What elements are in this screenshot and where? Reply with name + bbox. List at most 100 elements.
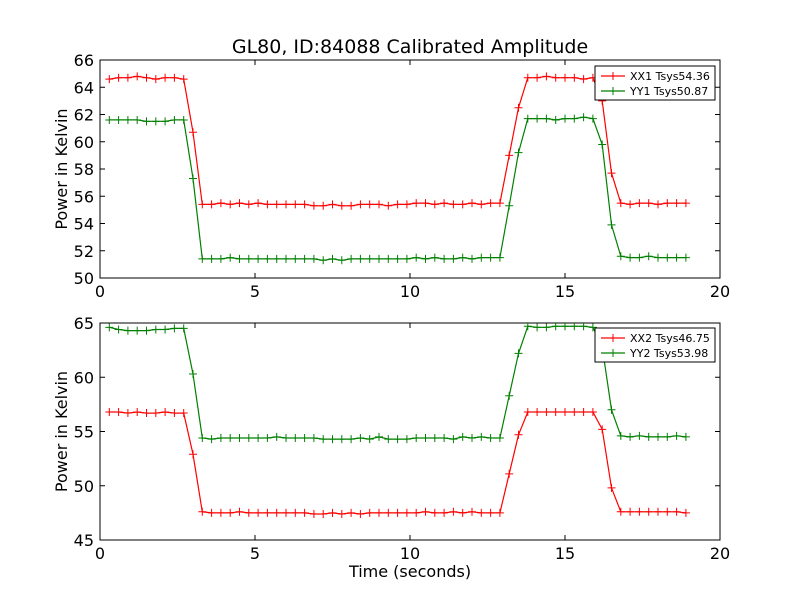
data-point bbox=[384, 435, 393, 444]
data-point bbox=[309, 254, 318, 263]
data-point bbox=[542, 323, 551, 332]
data-point bbox=[151, 409, 160, 418]
data-point bbox=[458, 508, 467, 517]
data-point bbox=[393, 508, 402, 517]
data-point bbox=[207, 200, 216, 209]
data-point bbox=[179, 409, 188, 418]
data-point bbox=[542, 114, 551, 123]
data-point bbox=[114, 407, 123, 416]
data-point bbox=[337, 435, 346, 444]
data-point bbox=[235, 254, 244, 263]
data-point bbox=[319, 435, 328, 444]
data-point bbox=[142, 409, 151, 418]
data-point bbox=[607, 405, 616, 414]
data-point bbox=[133, 115, 142, 124]
data-point bbox=[654, 507, 662, 516]
data-point bbox=[189, 174, 197, 183]
data-point bbox=[226, 253, 235, 262]
data-point bbox=[272, 254, 281, 263]
data-point bbox=[309, 201, 318, 210]
data-point bbox=[282, 200, 290, 209]
data-point bbox=[570, 114, 579, 123]
data-point bbox=[551, 73, 560, 82]
data-point bbox=[495, 508, 504, 517]
data-point bbox=[412, 199, 421, 208]
data-point bbox=[272, 508, 281, 517]
data-point bbox=[681, 432, 690, 441]
data-point bbox=[179, 115, 188, 124]
data-point bbox=[654, 253, 662, 262]
data-point bbox=[123, 326, 132, 335]
data-point bbox=[282, 508, 290, 517]
data-point bbox=[430, 434, 439, 443]
data-point bbox=[551, 407, 560, 416]
data-point bbox=[430, 508, 439, 517]
series-xx2 bbox=[105, 407, 690, 518]
data-point bbox=[198, 507, 207, 516]
data-point bbox=[579, 407, 588, 416]
x-tick-label: 15 bbox=[555, 282, 575, 301]
data-point bbox=[161, 117, 170, 126]
data-point bbox=[644, 199, 653, 208]
y-tick-label: 58 bbox=[74, 160, 94, 179]
data-point bbox=[588, 323, 597, 332]
data-point bbox=[235, 507, 244, 516]
data-point bbox=[533, 114, 542, 123]
data-point bbox=[347, 201, 356, 210]
data-point bbox=[635, 199, 644, 208]
data-point bbox=[189, 450, 197, 459]
data-point bbox=[672, 431, 681, 440]
y-axis-label: Power in Kelvin bbox=[52, 108, 71, 229]
data-point bbox=[142, 117, 151, 126]
data-point bbox=[458, 432, 467, 441]
data-point bbox=[291, 254, 300, 263]
data-point bbox=[468, 434, 476, 443]
y-tick-label: 65 bbox=[74, 314, 94, 333]
data-point bbox=[681, 253, 690, 262]
data-point bbox=[161, 407, 170, 416]
data-point bbox=[486, 199, 495, 208]
data-point bbox=[375, 254, 383, 263]
data-point bbox=[300, 200, 309, 209]
data-point bbox=[570, 73, 579, 82]
data-point bbox=[505, 151, 514, 160]
data-point bbox=[468, 254, 476, 263]
data-point bbox=[588, 114, 597, 123]
data-point bbox=[654, 200, 662, 209]
data-point bbox=[579, 75, 588, 84]
data-point bbox=[207, 508, 216, 517]
data-point bbox=[235, 199, 244, 208]
series-yy1 bbox=[105, 113, 690, 265]
data-point bbox=[272, 200, 281, 209]
data-point bbox=[226, 508, 235, 517]
data-point bbox=[207, 435, 216, 444]
data-point bbox=[142, 73, 151, 82]
data-point bbox=[328, 435, 337, 444]
data-point bbox=[105, 407, 114, 416]
data-point bbox=[291, 200, 300, 209]
data-point bbox=[337, 256, 346, 265]
y-tick-label: 62 bbox=[74, 106, 94, 125]
data-point bbox=[570, 322, 579, 331]
data-point bbox=[151, 75, 160, 84]
data-point bbox=[300, 508, 309, 517]
data-point bbox=[598, 425, 607, 434]
data-point bbox=[430, 200, 439, 209]
y-tick-label: 56 bbox=[74, 187, 94, 206]
data-point bbox=[365, 200, 374, 209]
data-point bbox=[402, 200, 411, 209]
data-point bbox=[514, 103, 523, 112]
y-tick-label: 52 bbox=[74, 242, 94, 261]
legend-marker bbox=[609, 334, 617, 342]
data-point bbox=[412, 253, 421, 262]
data-point bbox=[644, 252, 653, 261]
data-point bbox=[635, 507, 644, 516]
data-point bbox=[477, 432, 486, 441]
data-point bbox=[486, 253, 495, 262]
data-point bbox=[635, 431, 644, 440]
legend-marker bbox=[609, 72, 617, 80]
data-point bbox=[663, 199, 672, 208]
subplot-2: 0 5 10 15 20 45 50 55 60 65 Power in Kelvin Time (s… bbox=[52, 314, 730, 581]
data-point bbox=[123, 115, 132, 124]
